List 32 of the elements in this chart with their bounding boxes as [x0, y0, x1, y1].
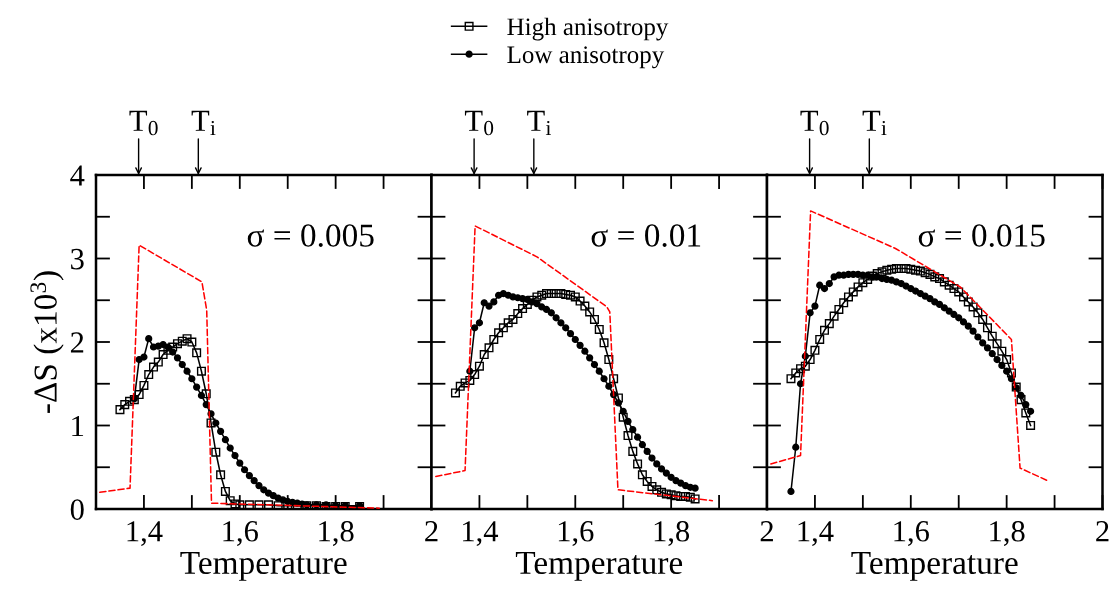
legend-label: High anisotropy — [507, 17, 669, 41]
annotation: σ = 0.005 — [247, 224, 374, 247]
x-axis-title: Temperature — [515, 551, 683, 581]
text: T$_{i}$ — [527, 110, 551, 136]
x-tick-label: 1,6 — [223, 521, 258, 547]
y-tick-label: 1 — [72, 415, 84, 437]
x-tick-label: 1,4 — [463, 521, 499, 547]
annotation: σ = 0.01 — [591, 224, 701, 247]
y-tick-label: 0 — [70, 499, 84, 520]
x-tick-label: 2 — [1096, 521, 1109, 542]
y-axis-title: -ΔS (x10$^{3}$) — [30, 271, 64, 413]
text: T$_{0}$ — [800, 110, 829, 136]
text: T$_{0}$ — [129, 110, 158, 136]
y-tick-label: 4 — [70, 165, 85, 186]
x-tick-label: 1,8 — [319, 520, 354, 547]
x-tick-label: 2 — [425, 521, 438, 542]
x-tick-label: 1,6 — [894, 521, 929, 547]
x-tick-label: 1,8 — [990, 520, 1025, 547]
x-tick-label: 1,6 — [558, 521, 594, 547]
y-tick-label: 3 — [71, 248, 84, 270]
legend-label: Low anisotropy — [507, 46, 665, 69]
annotation: σ = 0.015 — [918, 224, 1045, 247]
x-tick-label: 1,4 — [798, 521, 834, 547]
x-tick-label: 1,8 — [654, 520, 690, 547]
text: T$_{0}$ — [464, 110, 494, 136]
x-axis-title: Temperature — [851, 551, 1018, 581]
text: T$_{i}$ — [862, 110, 887, 136]
x-tick-label: 1,4 — [127, 521, 163, 547]
x-tick-label: 2 — [760, 521, 773, 542]
text: T$_{i}$ — [191, 110, 216, 136]
y-tick-label: 2 — [70, 332, 84, 353]
x-axis-title: Temperature — [180, 551, 347, 581]
